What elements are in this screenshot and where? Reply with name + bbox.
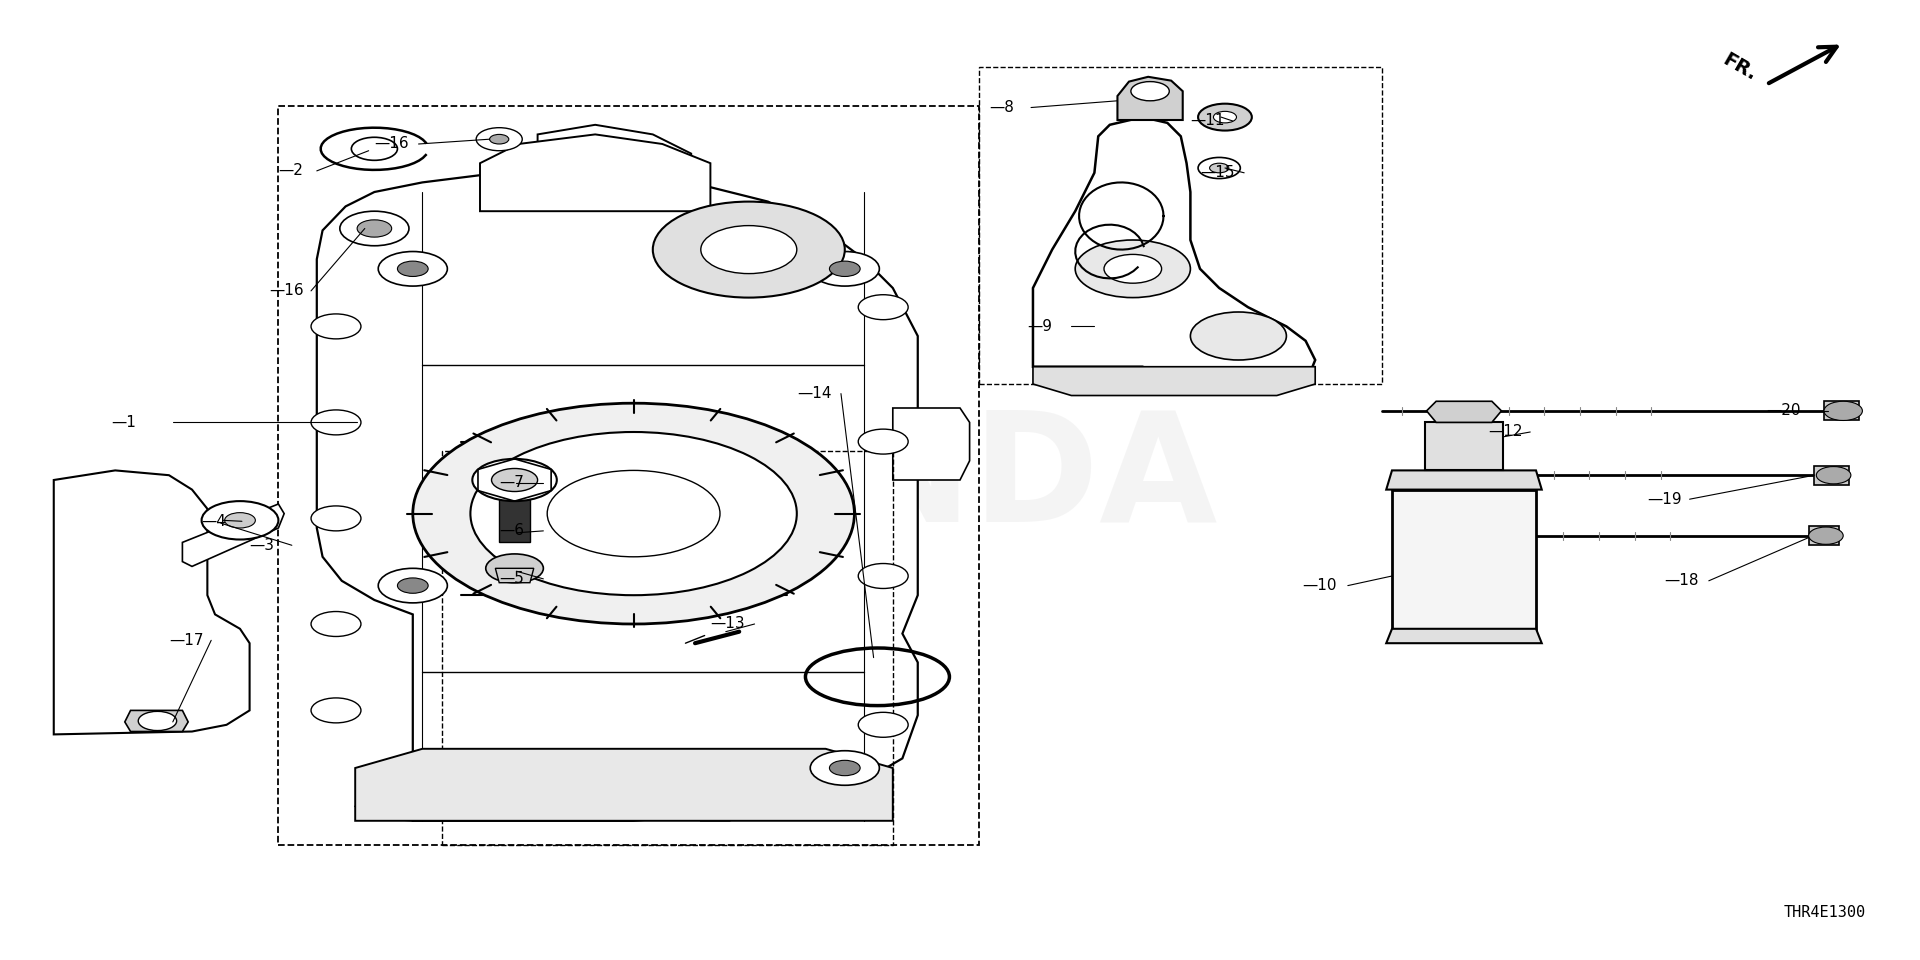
Circle shape xyxy=(1809,527,1843,544)
Text: —19: —19 xyxy=(1647,492,1682,507)
Circle shape xyxy=(829,760,860,776)
Circle shape xyxy=(311,314,361,339)
Text: —5: —5 xyxy=(499,571,524,587)
Text: —3: —3 xyxy=(250,538,275,553)
Circle shape xyxy=(378,568,447,603)
Circle shape xyxy=(810,751,879,785)
Circle shape xyxy=(701,226,797,274)
Circle shape xyxy=(472,459,557,501)
Polygon shape xyxy=(182,504,284,566)
Circle shape xyxy=(340,211,409,246)
Circle shape xyxy=(1213,111,1236,123)
Circle shape xyxy=(858,564,908,588)
Polygon shape xyxy=(1814,466,1849,485)
Circle shape xyxy=(490,134,509,144)
Text: —15: —15 xyxy=(1200,165,1235,180)
Circle shape xyxy=(810,252,879,286)
Text: —18: —18 xyxy=(1665,573,1699,588)
Polygon shape xyxy=(893,408,970,480)
Polygon shape xyxy=(355,749,893,821)
Polygon shape xyxy=(1386,470,1542,490)
Circle shape xyxy=(1198,157,1240,179)
Circle shape xyxy=(1075,240,1190,298)
Circle shape xyxy=(1190,312,1286,360)
Text: —6: —6 xyxy=(499,523,524,539)
Text: —4: —4 xyxy=(202,514,227,529)
Circle shape xyxy=(1104,254,1162,283)
Text: —13: —13 xyxy=(710,616,745,632)
Circle shape xyxy=(653,202,845,298)
Circle shape xyxy=(357,220,392,237)
Polygon shape xyxy=(54,470,250,734)
Polygon shape xyxy=(495,568,534,583)
Polygon shape xyxy=(480,134,710,211)
Text: —8: —8 xyxy=(989,100,1014,115)
Circle shape xyxy=(397,261,428,276)
Polygon shape xyxy=(538,125,691,173)
Circle shape xyxy=(225,513,255,528)
Circle shape xyxy=(138,711,177,731)
Polygon shape xyxy=(355,792,413,821)
Text: —16: —16 xyxy=(269,283,303,299)
Circle shape xyxy=(378,252,447,286)
Text: —11: —11 xyxy=(1190,113,1225,129)
Circle shape xyxy=(476,128,522,151)
Polygon shape xyxy=(1386,629,1542,643)
Text: —14: —14 xyxy=(797,386,831,401)
Text: —17: —17 xyxy=(169,633,204,648)
Polygon shape xyxy=(1427,401,1501,422)
Circle shape xyxy=(492,468,538,492)
Text: —20: —20 xyxy=(1766,403,1801,419)
Circle shape xyxy=(1210,163,1229,173)
Circle shape xyxy=(311,612,361,636)
Text: —10: —10 xyxy=(1302,578,1336,593)
Circle shape xyxy=(486,554,543,583)
Polygon shape xyxy=(125,710,188,732)
Polygon shape xyxy=(1033,117,1315,386)
Text: —1: —1 xyxy=(111,415,136,430)
Circle shape xyxy=(1824,401,1862,420)
Circle shape xyxy=(351,137,397,160)
Text: —16: —16 xyxy=(374,136,409,152)
Polygon shape xyxy=(1117,77,1183,120)
Circle shape xyxy=(470,432,797,595)
Circle shape xyxy=(413,403,854,624)
Circle shape xyxy=(858,712,908,737)
Text: HONDA: HONDA xyxy=(588,405,1217,555)
Circle shape xyxy=(311,698,361,723)
Text: —12: —12 xyxy=(1488,424,1523,440)
Polygon shape xyxy=(701,789,768,821)
Circle shape xyxy=(202,501,278,540)
Circle shape xyxy=(311,506,361,531)
Text: FR.: FR. xyxy=(1718,50,1761,84)
Polygon shape xyxy=(1392,490,1536,634)
Polygon shape xyxy=(317,173,918,821)
Text: —9: —9 xyxy=(1027,319,1052,334)
Circle shape xyxy=(1198,104,1252,131)
Polygon shape xyxy=(1033,367,1315,396)
Text: —2: —2 xyxy=(278,163,303,179)
Polygon shape xyxy=(1809,526,1839,545)
Polygon shape xyxy=(1425,422,1503,470)
Circle shape xyxy=(858,295,908,320)
Circle shape xyxy=(829,261,860,276)
Text: THR4E1300: THR4E1300 xyxy=(1784,904,1866,920)
Circle shape xyxy=(1816,467,1851,484)
Circle shape xyxy=(858,429,908,454)
Text: —7: —7 xyxy=(499,475,524,491)
Circle shape xyxy=(1131,82,1169,101)
Polygon shape xyxy=(499,499,530,542)
Circle shape xyxy=(397,578,428,593)
Polygon shape xyxy=(1824,401,1859,420)
Circle shape xyxy=(311,410,361,435)
